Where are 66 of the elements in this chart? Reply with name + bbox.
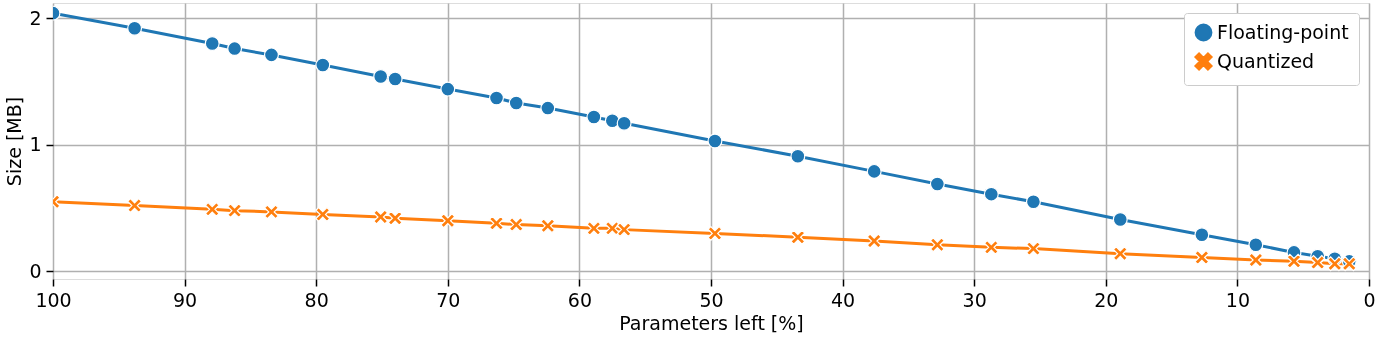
point [204,201,220,217]
point [227,203,243,219]
x-tick-label: 10 [1225,288,1250,311]
point [983,239,999,255]
x-tick-label: 20 [1094,288,1119,311]
point [866,233,882,249]
point [127,198,143,214]
point [204,36,220,51]
x-tick-label: 50 [699,288,724,311]
x-tick-label: 100 [35,288,72,311]
point [1025,241,1041,257]
point [227,41,243,57]
y-tick-label: 1 [29,133,42,156]
point [263,204,279,220]
point [373,68,389,84]
point [315,206,331,222]
point [604,113,620,129]
point [387,210,403,226]
point [1025,194,1041,210]
point [1248,237,1264,253]
point [1248,252,1264,268]
x-tick-label: 80 [304,288,329,311]
point [1194,249,1210,265]
point [127,20,143,36]
y-tick-label: 2 [29,6,42,29]
point [929,176,945,192]
point [263,47,279,63]
y-axis-title: Size [MB] [3,96,26,187]
point [929,237,945,253]
point [315,57,331,73]
point [866,163,882,179]
point [440,81,456,97]
x-tick-label: 90 [173,288,198,311]
point [508,217,524,233]
point [983,186,999,202]
point [1194,227,1210,243]
point [489,90,504,106]
x-tick-label: 60 [567,288,592,311]
point [707,133,723,149]
legend-label: Floating-point [1217,20,1349,43]
point [540,218,556,234]
x-axis-title: Parameters left [%] [619,311,804,334]
point [1327,256,1343,272]
y-tick-label: 0 [29,259,42,282]
point [586,220,602,236]
point [586,109,602,125]
point [387,71,403,87]
point [373,209,389,225]
x-tick-label: 0 [1363,288,1376,311]
point [790,148,806,164]
point [1310,255,1326,271]
legend-label: Quantized [1217,49,1315,72]
x-tick-label: 40 [831,288,856,311]
x-tick-label: 70 [436,288,461,311]
point [707,225,723,241]
point [616,115,632,131]
point [508,95,524,111]
point [1112,246,1128,262]
x-tick-label: 30 [962,288,987,311]
point [604,220,620,236]
point [616,222,632,238]
point [1286,253,1302,269]
point [1112,212,1128,227]
point [440,213,456,229]
point [790,229,806,245]
point [540,100,556,116]
